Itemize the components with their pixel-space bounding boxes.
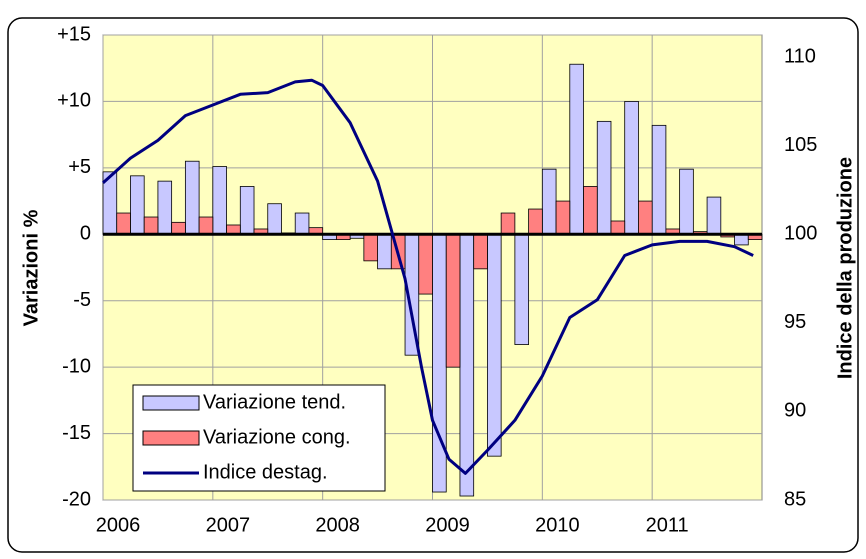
legend-label: Indice destag. <box>203 461 328 483</box>
bar <box>294 212 310 235</box>
x-tick-label: 2007 <box>206 514 251 536</box>
x-tick-label: 2006 <box>96 514 141 536</box>
bar <box>514 233 530 345</box>
bar <box>212 166 227 235</box>
y-tick-label: +5 <box>68 156 91 178</box>
bar <box>418 233 433 295</box>
x-tick-label: 2008 <box>315 514 360 536</box>
bar <box>198 216 214 235</box>
x-tick-label: 2010 <box>535 514 580 536</box>
bar <box>528 208 543 235</box>
bar <box>157 180 173 235</box>
bar <box>267 203 282 235</box>
y-tick-label: -5 <box>73 289 91 311</box>
y2-tick-label: 105 <box>784 134 817 156</box>
bar <box>116 212 131 235</box>
bar <box>706 196 722 235</box>
legend-swatch <box>142 395 200 411</box>
bar <box>734 233 749 246</box>
y-tick-label: +15 <box>57 23 91 45</box>
y2-tick-label: 100 <box>784 223 817 245</box>
x-tick-label: 2009 <box>425 514 470 536</box>
bar <box>143 216 159 235</box>
line <box>101 78 754 475</box>
bar <box>624 101 639 235</box>
y2-tick-label: 85 <box>784 488 806 510</box>
y2-axis-label: Indice della produzione <box>834 157 856 379</box>
y2-tick-label: 90 <box>784 400 806 422</box>
y-tick-label: -15 <box>62 422 91 444</box>
bar <box>473 233 488 270</box>
bar <box>500 212 516 235</box>
x-tick-label: 2011 <box>646 514 689 536</box>
y-axis-label: Variazioni % <box>20 209 42 326</box>
bar <box>555 200 571 235</box>
legend-swatch <box>142 430 200 446</box>
bar <box>638 200 653 235</box>
bar <box>596 120 612 235</box>
bar <box>459 233 475 497</box>
bar <box>184 160 200 235</box>
bar <box>363 233 378 262</box>
bar <box>569 63 584 235</box>
bar <box>432 233 447 493</box>
bar <box>487 233 502 457</box>
y-tick-label: +10 <box>57 90 91 112</box>
bar <box>445 233 461 368</box>
y-tick-label: -20 <box>62 488 91 510</box>
bar <box>610 220 626 235</box>
bar <box>377 233 392 270</box>
bar <box>679 168 694 235</box>
y2-tick-label: 95 <box>784 311 806 333</box>
bar <box>130 175 145 235</box>
y2-tick-label: 110 <box>784 45 816 67</box>
bar <box>583 186 598 235</box>
y-tick-label: 0 <box>80 223 91 245</box>
bar <box>541 168 557 235</box>
bar <box>651 124 667 235</box>
legend-label: Variazione cong. <box>203 426 351 448</box>
y-tick-label: -10 <box>62 355 91 377</box>
bar <box>239 186 255 235</box>
bar <box>171 221 186 235</box>
legend-label: Variazione tend. <box>203 391 346 413</box>
